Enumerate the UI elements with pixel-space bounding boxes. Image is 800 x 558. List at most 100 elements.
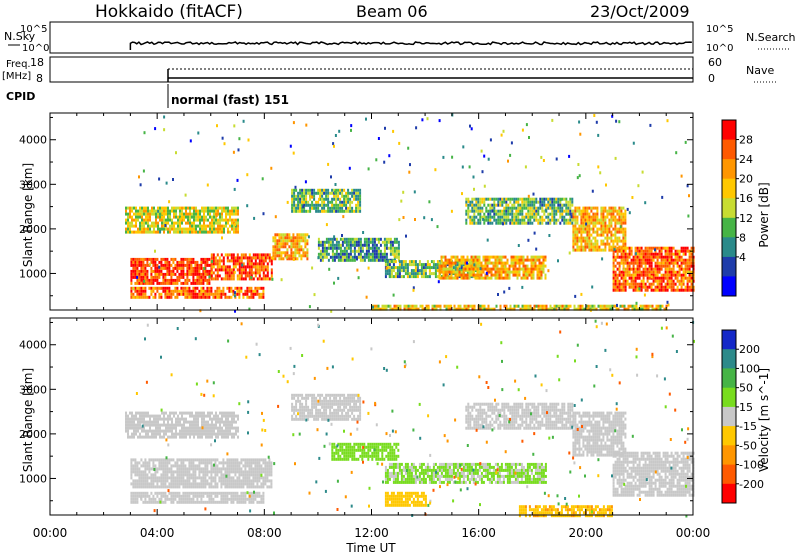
- power-cell: [368, 256, 370, 259]
- power-cell: [399, 266, 401, 269]
- power-cell: [471, 265, 473, 268]
- vel-cell: [226, 464, 228, 467]
- power-cell: [531, 277, 533, 280]
- vel-cell: [176, 501, 178, 504]
- power-cell: [675, 262, 677, 265]
- power-cell: [671, 271, 673, 274]
- vel-cell: [172, 470, 174, 473]
- power-cell: [614, 219, 616, 222]
- power-cell: [203, 216, 205, 219]
- power-cell: [513, 216, 515, 219]
- vel-cell: [140, 482, 142, 485]
- power-cell: [541, 207, 543, 210]
- power-cell: [453, 266, 455, 269]
- vel-cell: [218, 476, 220, 479]
- power-cell: [376, 250, 378, 253]
- power-cell: [295, 207, 297, 210]
- power-cell: [217, 262, 219, 265]
- power-cell: [635, 259, 637, 262]
- power-cell: [359, 207, 361, 210]
- power-cell: [140, 258, 142, 261]
- power-cell: [590, 249, 592, 252]
- power-cell: [306, 257, 308, 260]
- power-cell: [331, 192, 333, 195]
- power-scatter-cell: [222, 137, 224, 140]
- vel-cell: [162, 482, 164, 485]
- power-cell: [563, 219, 565, 222]
- power-cell: [449, 262, 451, 265]
- power-cell: [447, 262, 449, 265]
- power-cell: [304, 245, 306, 248]
- power-scatter-cell: [234, 291, 236, 294]
- power-cell: [673, 262, 675, 265]
- power-cell: [481, 271, 483, 274]
- power-cell: [307, 204, 309, 207]
- power-scatter-cell: [388, 154, 390, 157]
- power-cell: [299, 192, 301, 195]
- power-cell: [481, 210, 483, 213]
- power-cell: [517, 201, 519, 204]
- power-cell: [489, 277, 491, 280]
- power-cell: [244, 293, 246, 296]
- power-cell: [459, 259, 461, 262]
- power-cell: [216, 296, 218, 299]
- power-cell: [665, 247, 667, 250]
- power-cell: [543, 268, 545, 271]
- power-cell: [150, 276, 152, 279]
- power-cell: [582, 237, 584, 240]
- power-cell: [247, 274, 249, 277]
- power-cell: [511, 222, 513, 225]
- power-cell: [292, 239, 294, 242]
- power-cell: [374, 259, 376, 262]
- power-cell: [146, 261, 148, 264]
- power-cell: [412, 305, 414, 308]
- power-cell: [129, 207, 131, 210]
- power-cell: [211, 274, 213, 277]
- power-cell: [645, 268, 647, 271]
- power-cell: [299, 207, 301, 210]
- power-cell: [218, 293, 220, 296]
- power-cell: [629, 253, 631, 256]
- vel-cell: [188, 485, 190, 488]
- power-cell: [553, 219, 555, 222]
- vel-cell: [156, 470, 158, 473]
- power-cell: [687, 265, 689, 268]
- power-cell: [679, 253, 681, 256]
- power-cell: [535, 259, 537, 262]
- power-cell: [633, 259, 635, 262]
- power-cell: [444, 305, 446, 308]
- power-cell: [535, 219, 537, 222]
- vel-cell: [270, 467, 272, 470]
- power-cell: [296, 248, 298, 251]
- power-cell: [185, 210, 187, 213]
- power-cell: [202, 261, 204, 264]
- vel-cell: [198, 470, 200, 473]
- vel-cell: [194, 485, 196, 488]
- power-cell: [198, 273, 200, 276]
- power-scatter-cell: [319, 189, 321, 192]
- power-cell: [655, 268, 657, 271]
- power-cell: [153, 231, 155, 234]
- power-cell: [523, 277, 525, 280]
- vel-cell: [238, 470, 240, 473]
- power-cell: [194, 290, 196, 293]
- power-cell: [465, 198, 467, 201]
- power-cell: [296, 233, 298, 236]
- power-cell: [364, 241, 366, 244]
- power-cell: [547, 204, 549, 207]
- vel-cell: [192, 473, 194, 476]
- power-cell: [390, 238, 392, 241]
- power-cell: [345, 201, 347, 204]
- power-cell: [631, 283, 633, 286]
- vel-cell: [248, 467, 250, 470]
- power-cell: [380, 250, 382, 253]
- power-cell: [354, 244, 356, 247]
- power-cell: [167, 210, 169, 213]
- power-cell: [357, 204, 359, 207]
- power-cell: [507, 204, 509, 207]
- power-cell: [669, 280, 671, 283]
- power-cell: [215, 228, 217, 231]
- vel-cell: [252, 458, 254, 461]
- vel-cell: [172, 458, 174, 461]
- power-cell: [533, 265, 535, 268]
